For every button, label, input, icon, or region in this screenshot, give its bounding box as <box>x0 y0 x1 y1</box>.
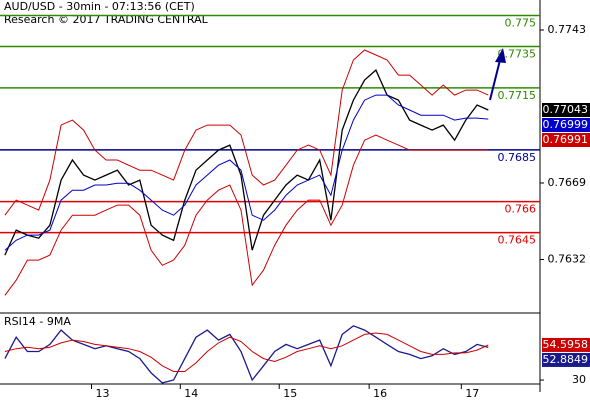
level-label: 0.7715 <box>498 89 537 102</box>
value-tag <box>542 337 590 352</box>
value-tag-label: 0.76991 <box>543 133 589 146</box>
level-label: 0.7735 <box>498 48 537 61</box>
value-tag-label: 0.77043 <box>543 103 589 116</box>
forecast-arrow <box>489 59 501 101</box>
value-tag <box>542 132 590 147</box>
rsi-title: RSI14 - 9MA <box>4 315 71 328</box>
plot-area: 0.775 0.7735 0.7715 0.7685 0.766 0.7645 0.7743… <box>0 14 590 400</box>
value-tag-label: 52.8849 <box>543 353 589 366</box>
value-tag <box>542 352 590 367</box>
series-line <box>4 332 489 372</box>
x-tick-label: 15 <box>283 387 297 400</box>
value-tag <box>542 117 590 132</box>
y-tick-label: 30 <box>572 373 586 386</box>
chart-title: AUD/USD - 30min - 07:13:56 (CET) <box>4 0 195 13</box>
y-tick-label: 0.7669 <box>548 176 587 189</box>
value-tag <box>542 102 590 117</box>
series-line <box>4 49 489 216</box>
value-tag-label: 0.76999 <box>543 118 589 131</box>
series-line <box>4 325 489 384</box>
level-label: 0.7645 <box>498 234 537 247</box>
series-line <box>4 94 489 251</box>
level-label: 0.7685 <box>498 151 537 164</box>
forecast-arrow-head <box>495 48 506 63</box>
x-tick-label: 16 <box>373 387 387 400</box>
series-line <box>4 134 489 296</box>
x-tick-label: 17 <box>465 387 479 400</box>
x-tick-label: 13 <box>95 387 109 400</box>
series-line <box>4 69 489 256</box>
level-label: 0.775 <box>505 17 537 30</box>
value-tag-label: 54.5958 <box>543 338 589 351</box>
y-tick-label: 0.7632 <box>548 252 587 265</box>
level-label: 0.766 <box>505 203 537 216</box>
x-tick-label: 14 <box>184 387 198 400</box>
y-tick-label: 0.7743 <box>548 23 587 36</box>
